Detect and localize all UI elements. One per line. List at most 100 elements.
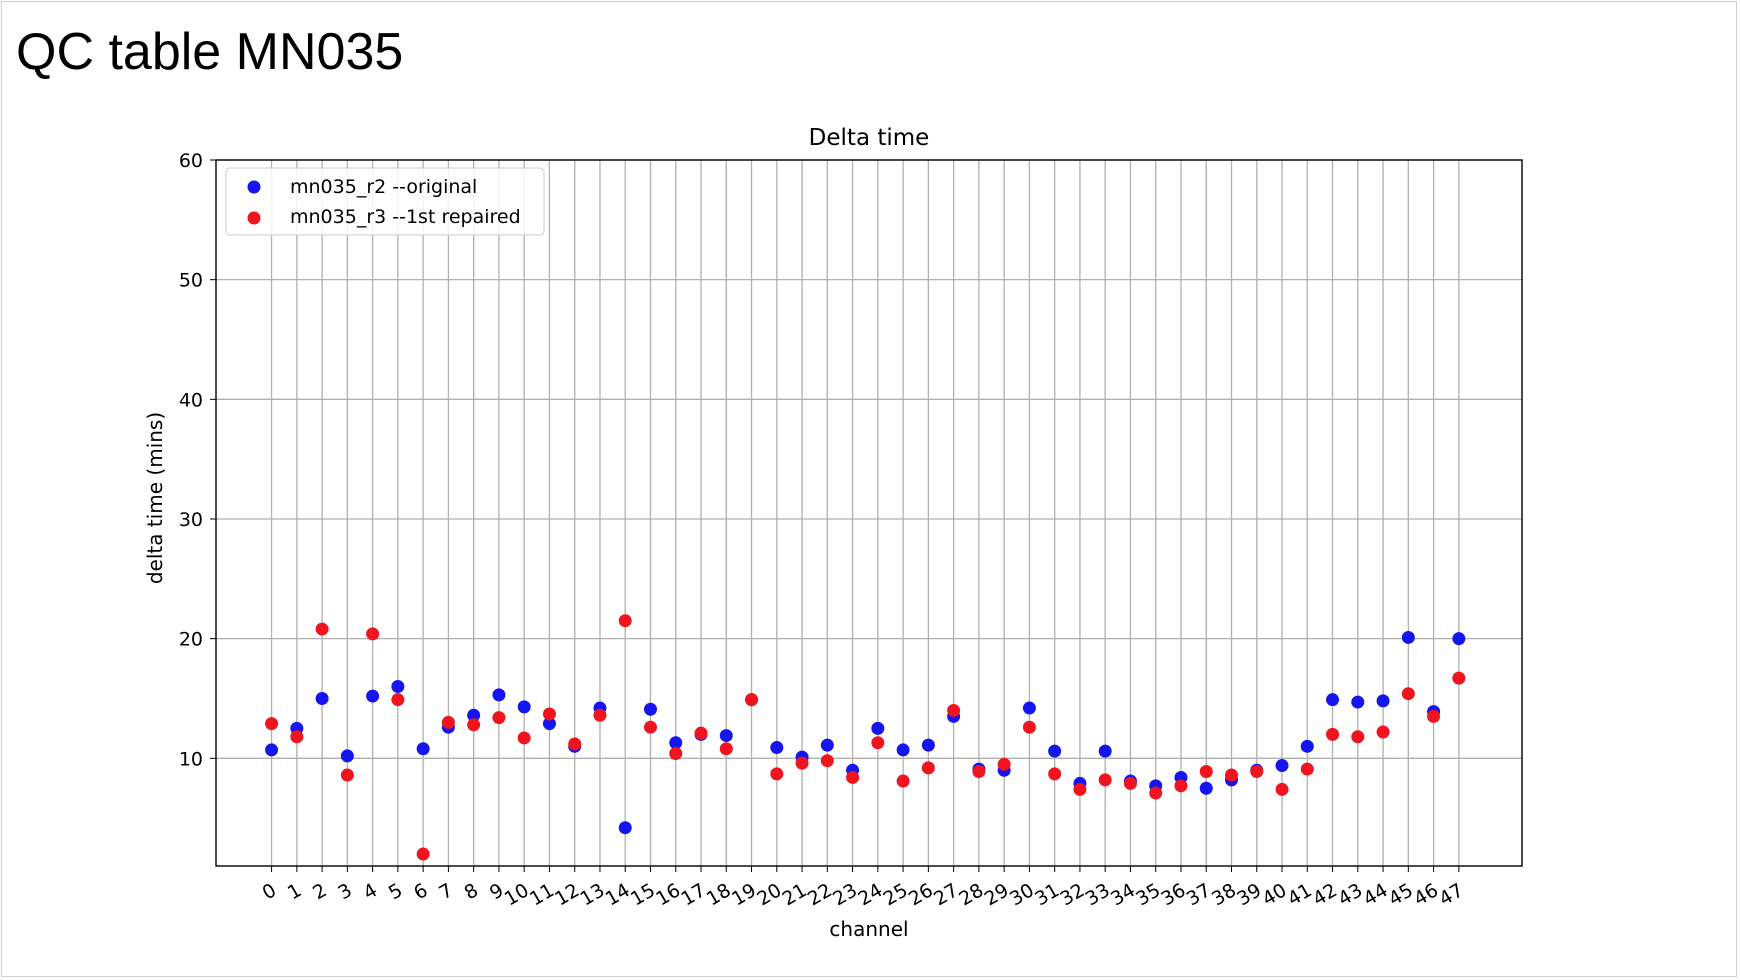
point-repaired xyxy=(265,717,279,731)
point-repaired xyxy=(820,754,834,768)
point-repaired xyxy=(795,756,809,770)
point-repaired xyxy=(694,726,708,740)
point-repaired xyxy=(997,757,1011,771)
point-original xyxy=(1199,781,1213,795)
point-repaired xyxy=(517,731,531,745)
legend-marker-repaired xyxy=(247,211,261,225)
x-tick-label: 7 xyxy=(435,879,456,904)
chart-title: Delta time xyxy=(809,125,930,151)
point-repaired xyxy=(1275,782,1289,796)
point-original xyxy=(618,821,632,835)
point-repaired xyxy=(745,693,759,707)
point-repaired xyxy=(947,703,961,717)
legend-marker-original xyxy=(247,180,261,194)
point-repaired xyxy=(1300,762,1314,776)
slide-title: QC table MN035 xyxy=(16,23,404,81)
point-original xyxy=(1452,632,1466,646)
legend-label-original: mn035_r2 --original xyxy=(290,176,477,198)
point-repaired xyxy=(1452,671,1466,685)
point-original xyxy=(1376,694,1390,708)
point-original xyxy=(1326,693,1340,707)
point-repaired xyxy=(896,774,910,788)
point-repaired xyxy=(340,768,354,782)
point-repaired xyxy=(315,622,329,636)
point-repaired xyxy=(1123,776,1137,790)
y-tick-label: 40 xyxy=(179,389,203,411)
point-original xyxy=(643,702,657,716)
point-original xyxy=(340,749,354,763)
point-repaired xyxy=(972,764,986,778)
point-original xyxy=(669,736,683,750)
point-repaired xyxy=(467,718,481,732)
point-repaired xyxy=(366,627,380,641)
point-repaired xyxy=(1199,764,1213,778)
point-original xyxy=(1300,739,1314,753)
grid-lines xyxy=(216,159,1522,866)
point-repaired xyxy=(1149,786,1163,800)
point-original xyxy=(719,729,733,743)
data-points xyxy=(265,614,1466,861)
y-axis-label: delta time (mins) xyxy=(143,412,167,584)
point-repaired xyxy=(719,742,733,756)
point-original xyxy=(366,689,380,703)
plot-frame xyxy=(215,159,1523,867)
y-tick-label: 60 xyxy=(179,150,203,172)
point-original xyxy=(315,691,329,705)
legend: mn035_r2 --original mn035_r3 --1st repai… xyxy=(225,167,545,236)
point-repaired xyxy=(1376,725,1390,739)
y-tick-label: 20 xyxy=(179,629,203,651)
legend-box xyxy=(225,167,545,236)
point-original xyxy=(467,708,481,722)
point-repaired xyxy=(492,711,506,725)
point-original xyxy=(921,738,935,752)
point-original xyxy=(542,717,556,731)
point-repaired xyxy=(441,715,455,729)
point-original xyxy=(1275,758,1289,772)
point-repaired xyxy=(1250,764,1264,778)
point-original xyxy=(416,742,430,756)
y-tick-label: 50 xyxy=(179,270,203,292)
point-repaired xyxy=(542,707,556,721)
point-repaired xyxy=(643,720,657,734)
x-tick-label: 8 xyxy=(461,879,482,904)
point-original xyxy=(517,700,531,714)
x-tick-label: 1 xyxy=(284,879,305,904)
point-repaired xyxy=(1048,767,1062,781)
point-repaired xyxy=(871,736,885,750)
x-tick-label: 2 xyxy=(309,879,330,904)
y-tick-label: 10 xyxy=(179,748,203,770)
point-repaired xyxy=(669,747,683,761)
point-repaired xyxy=(1022,720,1036,734)
point-original xyxy=(770,741,784,755)
point-repaired xyxy=(290,730,304,744)
point-repaired xyxy=(1351,730,1365,744)
point-original xyxy=(1022,701,1036,715)
point-repaired xyxy=(568,737,582,751)
x-tick-label: 0 xyxy=(259,879,280,904)
point-original xyxy=(265,743,279,757)
x-tick-label: 6 xyxy=(410,879,431,904)
point-original xyxy=(1401,630,1415,644)
x-tick-label: 5 xyxy=(385,879,406,904)
y-tick-label: 30 xyxy=(179,509,203,531)
point-original xyxy=(1351,695,1365,709)
x-axis-ticks: 0 1 2 3 4 5 6 7 8 9101112131415161718192021222324… xyxy=(259,866,1467,910)
point-original xyxy=(896,743,910,757)
point-repaired xyxy=(1427,709,1441,723)
point-repaired xyxy=(1224,768,1238,782)
point-repaired xyxy=(593,708,607,722)
point-repaired xyxy=(618,614,632,628)
point-repaired xyxy=(1098,773,1112,787)
point-repaired xyxy=(1401,687,1415,701)
point-repaired xyxy=(391,693,405,707)
point-repaired xyxy=(416,847,430,861)
x-tick-label: 4 xyxy=(360,879,381,904)
x-tick-label: 47 xyxy=(1435,879,1467,910)
point-original xyxy=(1048,744,1062,758)
legend-label-repaired: mn035_r3 --1st repaired xyxy=(290,206,521,228)
point-original xyxy=(492,688,506,702)
point-repaired xyxy=(1174,779,1188,793)
point-repaired xyxy=(770,767,784,781)
point-repaired xyxy=(846,770,860,784)
